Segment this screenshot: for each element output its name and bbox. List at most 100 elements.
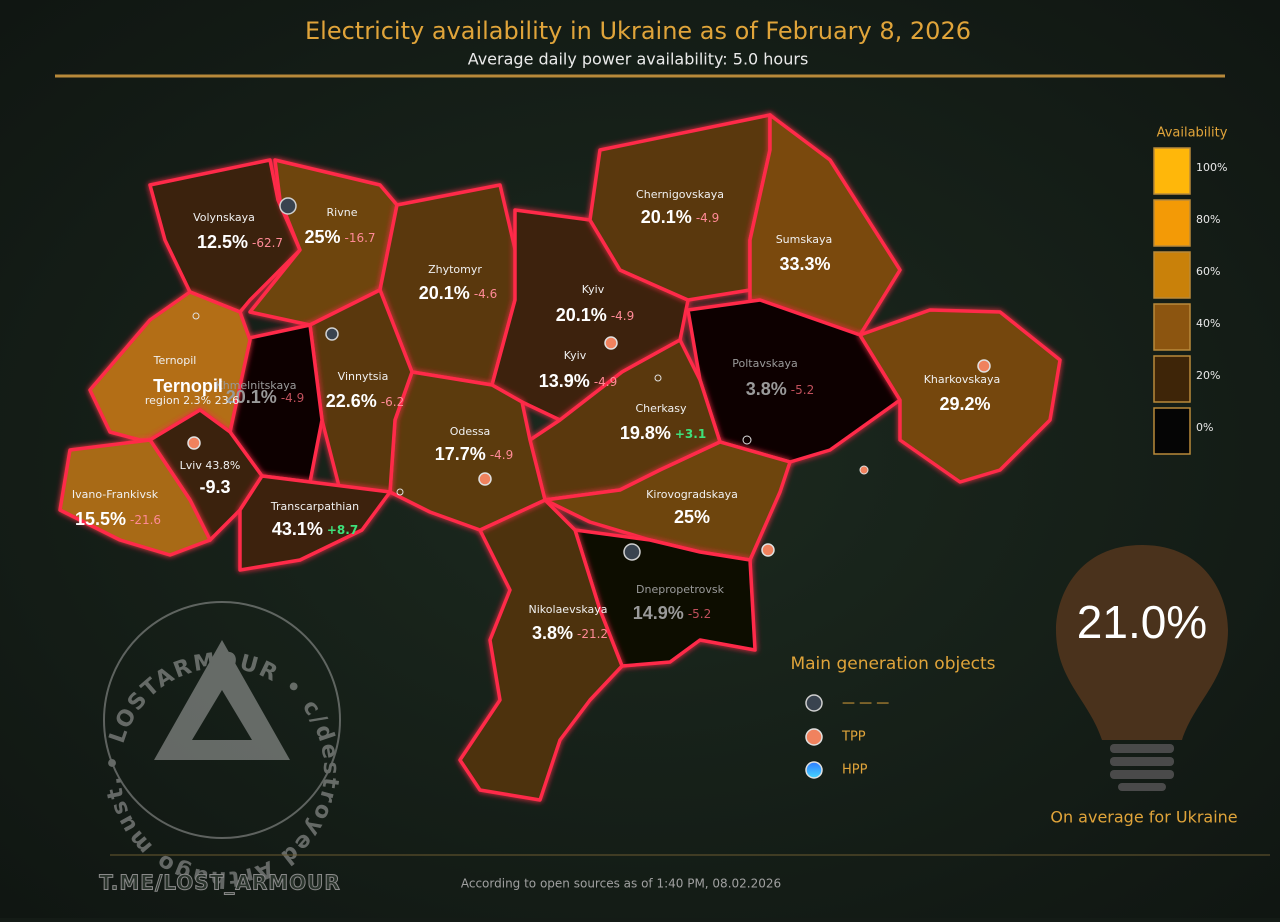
- average-label: On average for Ukraine: [1050, 808, 1237, 827]
- region-value: 20.1%: [556, 305, 607, 325]
- region-value: 29.2%: [939, 394, 990, 414]
- region-name: Lviv 43.8%: [180, 459, 241, 472]
- region-name: Kyiv: [582, 283, 605, 296]
- region-value: 43.1%: [272, 519, 323, 539]
- legend-label: 40%: [1196, 317, 1220, 330]
- region-value-line: 13.9% -4.9: [539, 371, 617, 391]
- region-value: 14.9%: [633, 603, 684, 623]
- region-change: -4.9: [490, 448, 513, 462]
- subtitle: Average daily power availability: 5.0 ho…: [468, 50, 809, 69]
- availability-legend: Availability 100% 80% 60% 40% 20% 0%: [1153, 126, 1228, 455]
- legend-swatch: [1153, 147, 1191, 195]
- region-value-line: 20.1% -4.6: [419, 283, 497, 303]
- region-change: -16.7: [344, 231, 375, 245]
- region: [148, 158, 302, 314]
- generation-markers: [187, 197, 991, 561]
- legend-swatch: [1153, 355, 1191, 403]
- region-name: Cherkasy: [635, 402, 687, 415]
- region-name: Dnepropetrovsk: [636, 583, 725, 596]
- legend-title: Availability: [1157, 126, 1228, 141]
- region-value-line: 20.1% -4.9: [641, 207, 719, 227]
- region-name: Poltavskaya: [732, 357, 798, 370]
- legend-swatch: [1153, 199, 1191, 247]
- region-value-line: 3.8% -5.2: [746, 379, 814, 399]
- legend-label: 20%: [1196, 369, 1220, 382]
- region-value: 20.1%: [419, 283, 470, 303]
- plant-marker: [325, 327, 339, 341]
- legend-item: — — —: [842, 696, 889, 711]
- region-labels: Volynskaya 12.5% -62.7 Rivne 25% -16.7 Zhytomy…: [72, 188, 1000, 643]
- legend-label: 100%: [1196, 161, 1227, 174]
- region-name: Kirovogradskaya: [646, 488, 738, 501]
- plant-marker: [742, 435, 752, 445]
- generation-legend: Main generation objects — — — TPP HPP: [790, 654, 996, 779]
- plant-marker: [761, 543, 775, 557]
- region-value-line: 12.5% -62.7: [197, 232, 283, 252]
- footer-source: According to open sources as of 1:40 PM,…: [461, 877, 781, 891]
- region-name: Zhytomyr: [428, 263, 482, 276]
- region-label: Poltavskaya 3.8% -5.2: [732, 357, 814, 399]
- region-name: Ivano-Frankivsk: [72, 488, 159, 501]
- region-note: region 2.3% 23.6: [145, 394, 239, 407]
- region-change: -5.2: [791, 383, 814, 397]
- region-value: 12.5%: [197, 232, 248, 252]
- region-value-line: 14.9% -5.2: [633, 603, 711, 623]
- bulb-base: [1118, 783, 1166, 791]
- title: Electricity availability in Ukraine as o…: [305, 17, 971, 45]
- region-change: -4.9: [611, 309, 634, 323]
- plant-marker: [396, 488, 404, 496]
- map: [58, 113, 1062, 802]
- region-value-line: 17.7% -4.9: [435, 444, 513, 464]
- region-value: 17.7%: [435, 444, 486, 464]
- region-name: Volynskaya: [193, 211, 255, 224]
- legend-swatch: [1153, 407, 1191, 455]
- legend-symbol: [805, 761, 823, 779]
- region-value-line: 20.1% -4.9: [556, 305, 634, 325]
- region-value: 19.8%: [620, 423, 671, 443]
- region-label: Kharkovskaya 29.2%: [924, 373, 1001, 414]
- region-value-line: 25%: [674, 507, 710, 527]
- region: [308, 288, 414, 494]
- region-value: 25%: [304, 227, 340, 247]
- plant-marker: [279, 197, 297, 215]
- bulb-glass: [1056, 545, 1228, 740]
- legend-label: 60%: [1196, 265, 1220, 278]
- plant-marker: [623, 543, 641, 561]
- legend-label: 80%: [1196, 213, 1220, 226]
- legend-swatch: [1153, 303, 1191, 351]
- region-value-line: 22.6% -6.2: [326, 391, 404, 411]
- region-name: Sumskaya: [776, 233, 833, 246]
- average-value: 21.0%: [1077, 596, 1207, 648]
- region-value-line: 43.1% +8.7: [272, 519, 358, 539]
- region-value: Ternopil: [153, 376, 223, 396]
- region-name: Vinnytsia: [338, 370, 389, 383]
- region-label: Volynskaya 12.5% -62.7: [193, 211, 283, 252]
- region-value: 3.8%: [532, 623, 573, 643]
- region-value: 15.5%: [75, 509, 126, 529]
- region-label: Cherkasy 19.8% +3.1: [620, 402, 706, 443]
- plant-marker: [604, 336, 618, 350]
- region-value-line: 3.8% -21.2: [532, 623, 608, 643]
- region-change: +8.7: [327, 523, 358, 537]
- region-change: -4.6: [474, 287, 497, 301]
- region-name: Kharkovskaya: [924, 373, 1001, 386]
- region-label: Transcarpathian 43.1% +8.7: [270, 500, 359, 539]
- region-value-line: 20.1% -4.9: [226, 387, 304, 407]
- region-label: Odessa 17.7% -4.9: [435, 425, 513, 464]
- region-label: Zhytomyr 20.1% -4.6: [419, 263, 497, 303]
- region: [458, 498, 624, 802]
- region-name: Chernigovskaya: [636, 188, 724, 201]
- region-value: 3.8%: [746, 379, 787, 399]
- bulb-base: [1110, 757, 1174, 766]
- region-value: 22.6%: [326, 391, 377, 411]
- region-label: Lviv 43.8% -9.3: [180, 459, 241, 497]
- region-value-line: 15.5% -21.6: [75, 509, 161, 529]
- plant-marker: [859, 465, 869, 475]
- plant-marker: [977, 359, 991, 373]
- region-value-line: 33.3%: [779, 254, 830, 274]
- region-name: Kyiv: [564, 349, 587, 362]
- region-change: -21.2: [577, 627, 608, 641]
- average-bulb: 21.0% On average for Ukraine: [1050, 545, 1238, 827]
